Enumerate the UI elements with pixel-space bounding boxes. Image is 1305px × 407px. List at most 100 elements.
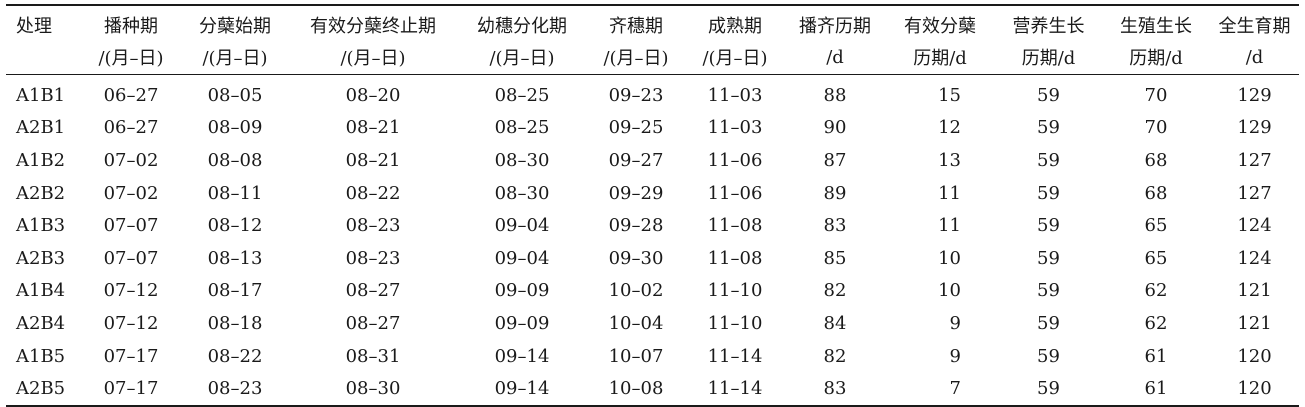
cell-maturity: 11–10 xyxy=(707,280,763,302)
cell-reproductive-growth: 70 xyxy=(1144,84,1168,106)
cell-vegetative-growth: 59 xyxy=(995,372,1102,407)
cell-effective-tillering-end: 08–23 xyxy=(345,215,401,237)
table-row: A1B2 07–02 08–08 08–21 08–30 09–27 11–06 87 13 59… xyxy=(6,144,1299,177)
header-unit-full-heading: /(月–日) xyxy=(587,40,685,75)
header-reproductive-growth: 生殖生长 xyxy=(1102,4,1210,40)
cell-tillering-start: 08–23 xyxy=(181,372,289,407)
cell-sowing-heading-duration: 89 xyxy=(823,182,847,204)
cell-reproductive-growth: 70 xyxy=(1144,117,1168,139)
header-effective-tillering-duration: 有效分蘖 xyxy=(885,4,995,40)
cell-sowing-date: 07–07 xyxy=(103,247,159,269)
cell-effective-tillering-end: 08–22 xyxy=(345,182,401,204)
cell-reproductive-growth: 68 xyxy=(1144,149,1168,171)
cell-tillering-start: 08–22 xyxy=(207,345,263,367)
cell-maturity: 11–06 xyxy=(707,149,763,171)
cell-whole-growth-period: 124 xyxy=(1237,215,1272,237)
cell-effective-tillering-end: 08–21 xyxy=(345,117,401,139)
cell-panicle-differentiation: 09–09 xyxy=(494,280,550,302)
header-full-heading: 齐穗期 xyxy=(587,4,685,40)
cell-effective-tillering-duration: 11 xyxy=(938,215,961,237)
table-row: A2B1 06–27 08–09 08–21 08–25 09–25 11–03 90 12 59… xyxy=(6,112,1299,145)
cell-sowing-date: 07–17 xyxy=(81,372,181,407)
table-row: A2B5 07–17 08–23 08–30 09–14 10–08 11–14 83 7 59 6… xyxy=(6,372,1299,407)
cell-maturity: 11–03 xyxy=(707,117,763,139)
cell-whole-growth-period: 120 xyxy=(1210,372,1299,407)
cell-effective-tillering-end: 08–30 xyxy=(289,372,457,407)
cell-tillering-start: 08–17 xyxy=(207,280,263,302)
header-sowing-date: 播种期 xyxy=(81,4,181,40)
header-tillering-start: 分蘖始期 xyxy=(181,4,289,40)
cell-panicle-differentiation: 08–30 xyxy=(494,182,550,204)
cell-effective-tillering-duration: 12 xyxy=(938,117,961,139)
header-unit-sowing-date: /(月–日) xyxy=(81,40,181,75)
cell-whole-growth-period: 124 xyxy=(1237,247,1272,269)
cell-sowing-date: 07–02 xyxy=(103,149,159,171)
cell-whole-growth-period: 121 xyxy=(1237,312,1272,334)
cell-treatment: A2B4 xyxy=(16,312,66,334)
cell-treatment: A1B4 xyxy=(16,280,66,302)
cell-sowing-heading-duration: 87 xyxy=(823,149,847,171)
cell-sowing-heading-duration: 82 xyxy=(823,280,847,302)
cell-vegetative-growth: 59 xyxy=(1037,280,1060,302)
cell-sowing-heading-duration: 83 xyxy=(823,215,847,237)
cell-sowing-date: 07–12 xyxy=(103,312,159,334)
cell-maturity: 11–14 xyxy=(707,345,763,367)
cell-full-heading: 09–25 xyxy=(608,117,664,139)
cell-reproductive-growth: 62 xyxy=(1144,312,1168,334)
cell-maturity: 11–14 xyxy=(685,372,785,407)
header-unit-treatment xyxy=(6,40,81,75)
cell-full-heading: 10–07 xyxy=(608,345,664,367)
cell-sowing-date: 07–07 xyxy=(103,215,159,237)
header-unit-whole-growth-period: /d xyxy=(1210,40,1299,75)
cell-effective-tillering-end: 08–20 xyxy=(345,84,401,106)
cell-full-heading: 09–28 xyxy=(608,215,664,237)
cell-tillering-start: 08–08 xyxy=(207,149,263,171)
cell-panicle-differentiation: 09–14 xyxy=(457,372,587,407)
cell-reproductive-growth: 62 xyxy=(1144,280,1168,302)
cell-panicle-differentiation: 09–04 xyxy=(494,247,550,269)
cell-effective-tillering-duration: 7 xyxy=(885,372,995,407)
cell-tillering-start: 08–05 xyxy=(207,84,263,106)
cell-effective-tillering-duration: 10 xyxy=(938,280,961,302)
header-unit-effective-tillering-end: /(月–日) xyxy=(289,40,457,75)
cell-sowing-date: 07–02 xyxy=(103,182,159,204)
cell-panicle-differentiation: 09–14 xyxy=(494,345,550,367)
cell-sowing-heading-duration: 82 xyxy=(823,345,847,367)
table-row: A1B4 07–12 08–17 08–27 09–09 10–02 11–10 82 10 59… xyxy=(6,275,1299,308)
cell-whole-growth-period: 127 xyxy=(1237,149,1272,171)
cell-panicle-differentiation: 09–04 xyxy=(494,215,550,237)
header-treatment: 处理 xyxy=(6,4,81,40)
cell-effective-tillering-duration: 15 xyxy=(938,84,961,106)
table-row: A2B4 07–12 08–18 08–27 09–09 10–04 11–10 84 9 59 6… xyxy=(6,307,1299,340)
cell-sowing-date: 06–27 xyxy=(103,84,159,106)
header-unit-reproductive-growth: 历期/d xyxy=(1102,40,1210,75)
cell-vegetative-growth: 59 xyxy=(1037,117,1060,139)
cell-effective-tillering-duration: 11 xyxy=(938,182,961,204)
cell-effective-tillering-end: 08–31 xyxy=(345,345,401,367)
cell-sowing-date: 07–17 xyxy=(103,345,159,367)
cell-vegetative-growth: 59 xyxy=(1037,312,1060,334)
cell-sowing-heading-duration: 88 xyxy=(823,84,847,106)
cell-treatment: A2B1 xyxy=(16,117,66,139)
cell-treatment: A1B3 xyxy=(16,215,66,237)
cell-whole-growth-period: 121 xyxy=(1237,280,1272,302)
cell-vegetative-growth: 59 xyxy=(1037,149,1060,171)
cell-vegetative-growth: 59 xyxy=(1037,345,1060,367)
table-row: A1B1 06–27 08–05 08–20 08–25 09–23 11–03 88 15 59… xyxy=(6,75,1299,112)
header-unit-maturity: /(月–日) xyxy=(685,40,785,75)
cell-sowing-heading-duration: 84 xyxy=(823,312,847,334)
cell-effective-tillering-end: 08–27 xyxy=(345,312,401,334)
header-unit-panicle-differentiation: /(月–日) xyxy=(457,40,587,75)
cell-whole-growth-period: 129 xyxy=(1237,117,1272,139)
growth-period-table-container: 处理 播种期 分蘖始期 有效分蘖终止期 幼穗分化期 齐穗期 成熟期 播齐历期 有… xyxy=(6,4,1299,407)
growth-period-table: 处理 播种期 分蘖始期 有效分蘖终止期 幼穗分化期 齐穗期 成熟期 播齐历期 有… xyxy=(6,4,1299,407)
cell-full-heading: 10–02 xyxy=(608,280,664,302)
cell-reproductive-growth: 65 xyxy=(1144,247,1168,269)
cell-effective-tillering-end: 08–23 xyxy=(345,247,401,269)
cell-vegetative-growth: 59 xyxy=(1037,215,1060,237)
header-vegetative-growth: 营养生长 xyxy=(995,4,1102,40)
cell-tillering-start: 08–18 xyxy=(207,312,263,334)
header-whole-growth-period: 全生育期 xyxy=(1210,4,1299,40)
header-unit-sowing-heading-duration: /d xyxy=(785,40,885,75)
cell-vegetative-growth: 59 xyxy=(1037,247,1060,269)
